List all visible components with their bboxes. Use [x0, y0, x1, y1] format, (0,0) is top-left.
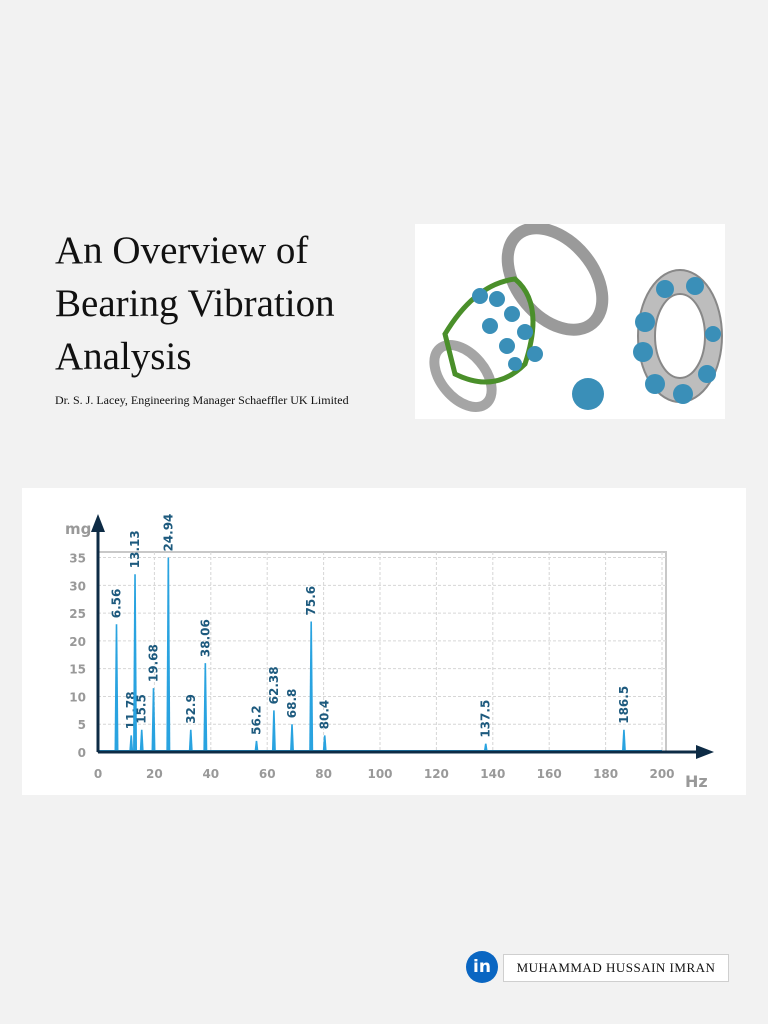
peak-label: 62.38: [267, 666, 281, 704]
x-tick-label: 0: [94, 767, 102, 781]
peak: [188, 729, 193, 752]
peak-label: 80.4: [318, 700, 332, 730]
peak-label: 68.8: [285, 689, 299, 719]
x-axis-label: Hz: [685, 772, 708, 791]
title: An Overview of Bearing Vibration Analysi…: [55, 224, 335, 383]
y-axis-label: mg: [65, 520, 91, 538]
author: Dr. S. J. Lacey, Engineering Manager Sch…: [55, 393, 349, 407]
x-tick-label: 100: [367, 767, 392, 781]
title-line: An Overview of: [55, 229, 309, 272]
x-tick-label: 60: [259, 767, 276, 781]
bearing-illustration: [415, 224, 725, 419]
x-tick-label: 20: [146, 767, 163, 781]
peak: [166, 557, 171, 752]
peak: [483, 743, 488, 752]
title-line: Analysis: [55, 335, 192, 378]
y-tick-label: 20: [69, 635, 86, 649]
peak-label: 19.68: [146, 644, 160, 682]
linkedin-icon: in: [466, 951, 498, 983]
y-tick-label: 15: [69, 663, 86, 677]
peak-label: 186.5: [617, 686, 631, 724]
author-name: MUHAMMAD HUSSAIN IMRAN: [503, 954, 729, 982]
x-tick-label: 180: [593, 767, 618, 781]
y-tick-label: 10: [69, 690, 86, 704]
peak-label: 137.5: [479, 700, 493, 738]
x-tick-label: 40: [202, 767, 219, 781]
peak-label: 75.6: [304, 586, 318, 616]
peak: [133, 574, 138, 752]
peak-label: 13.13: [128, 530, 142, 568]
peak-label: 24.94: [161, 514, 175, 552]
spectrum-chart: mg Hz 0 5 10 15 20 25 30 35 0 20 40 60 80 100 120 140 16…: [22, 488, 746, 795]
x-tick-label: 200: [649, 767, 674, 781]
x-axis-arrow: [696, 745, 714, 759]
peak-label: 6.56: [109, 589, 123, 619]
title-line: Bearing Vibration: [55, 282, 335, 325]
peak-label: 56.2: [249, 705, 263, 735]
y-tick-label: 30: [69, 579, 86, 593]
x-tick-label: 160: [537, 767, 562, 781]
peak: [309, 621, 314, 752]
peak: [290, 724, 295, 752]
x-tick-label: 80: [315, 767, 332, 781]
peak: [114, 624, 119, 752]
y-tick-label: 25: [69, 607, 86, 621]
x-tick-label: 120: [424, 767, 449, 781]
peak: [139, 729, 144, 752]
peak: [271, 710, 276, 752]
peak-label: 38.06: [198, 619, 212, 657]
y-tick-label: 35: [69, 552, 86, 566]
y-tick-label: 5: [78, 718, 86, 732]
peak: [254, 740, 259, 752]
peak: [322, 735, 327, 752]
peak: [129, 735, 134, 752]
y-axis-arrow: [91, 514, 105, 532]
peak-label: 15.5: [135, 694, 149, 724]
peak: [621, 729, 626, 752]
peak-label: 32.9: [184, 694, 198, 724]
x-tick-label: 140: [480, 767, 505, 781]
peak: [203, 663, 208, 752]
peak: [151, 688, 156, 752]
y-tick-label: 0: [78, 746, 86, 760]
